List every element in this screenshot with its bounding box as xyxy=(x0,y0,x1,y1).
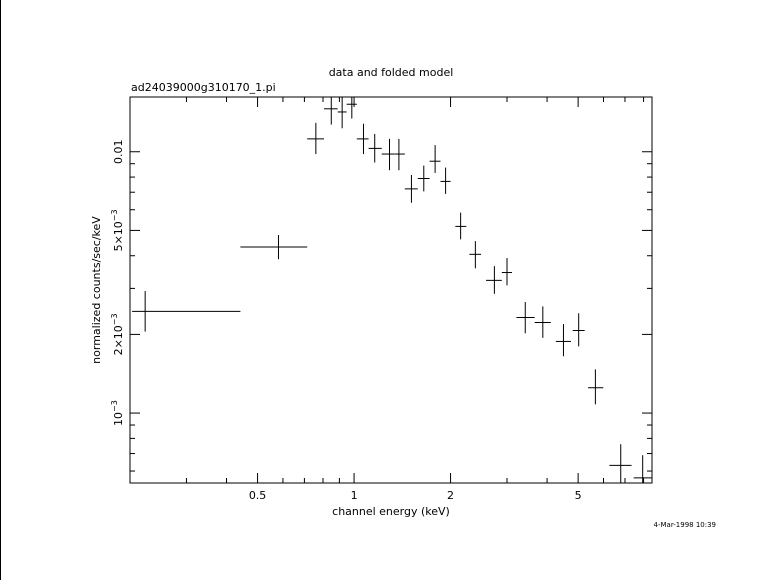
data-point xyxy=(324,97,338,125)
data-point xyxy=(368,133,382,163)
data-points xyxy=(132,97,652,483)
data-point xyxy=(132,291,241,332)
data-point xyxy=(572,313,585,347)
page-left-edge-rule xyxy=(0,0,1,580)
y-tick-label: 5×10−3 xyxy=(110,209,125,251)
x-tick-label: 5 xyxy=(575,489,582,502)
data-point xyxy=(501,258,513,286)
data-point xyxy=(404,174,418,203)
data-point xyxy=(346,97,357,119)
data-point xyxy=(516,302,535,334)
x-tick-label: 0.5 xyxy=(249,489,267,502)
x-tick-labels: 0.5 1 2 5 xyxy=(249,489,582,502)
data-point xyxy=(356,123,369,155)
x-tick-label: 1 xyxy=(351,489,358,502)
y-tick-label: 10−3 xyxy=(110,400,125,426)
data-point xyxy=(417,165,430,192)
chart-subtitle: ad24039000g310170_1.pi xyxy=(131,81,276,94)
chart-title: data and folded model xyxy=(329,66,454,79)
data-point xyxy=(486,266,502,294)
data-point xyxy=(555,324,571,357)
plot-timestamp: 4-Mar-1998 10:39 xyxy=(654,521,716,529)
axis-ticks xyxy=(129,97,652,483)
plot-frame xyxy=(129,96,653,484)
data-point xyxy=(394,138,405,171)
data-point xyxy=(588,369,604,405)
data-point xyxy=(440,167,451,194)
data-point xyxy=(455,212,467,240)
data-point xyxy=(534,306,551,338)
data-point xyxy=(429,145,441,173)
data-point xyxy=(307,122,325,155)
y-tick-labels: 10−3 2×10−3 5×10−3 0.01 xyxy=(110,140,125,426)
data-point xyxy=(633,455,652,483)
y-tick-label: 2×10−3 xyxy=(110,313,125,355)
x-axis-label: channel energy (keV) xyxy=(332,505,450,518)
data-point xyxy=(469,241,482,269)
x-tick-label: 2 xyxy=(447,489,454,502)
y-axis-label: normalized counts/sec/keV xyxy=(90,216,103,364)
y-tick-label: 0.01 xyxy=(112,140,125,165)
data-point xyxy=(609,444,632,483)
data-point xyxy=(337,97,347,129)
data-point xyxy=(381,138,395,171)
data-point xyxy=(240,235,308,260)
